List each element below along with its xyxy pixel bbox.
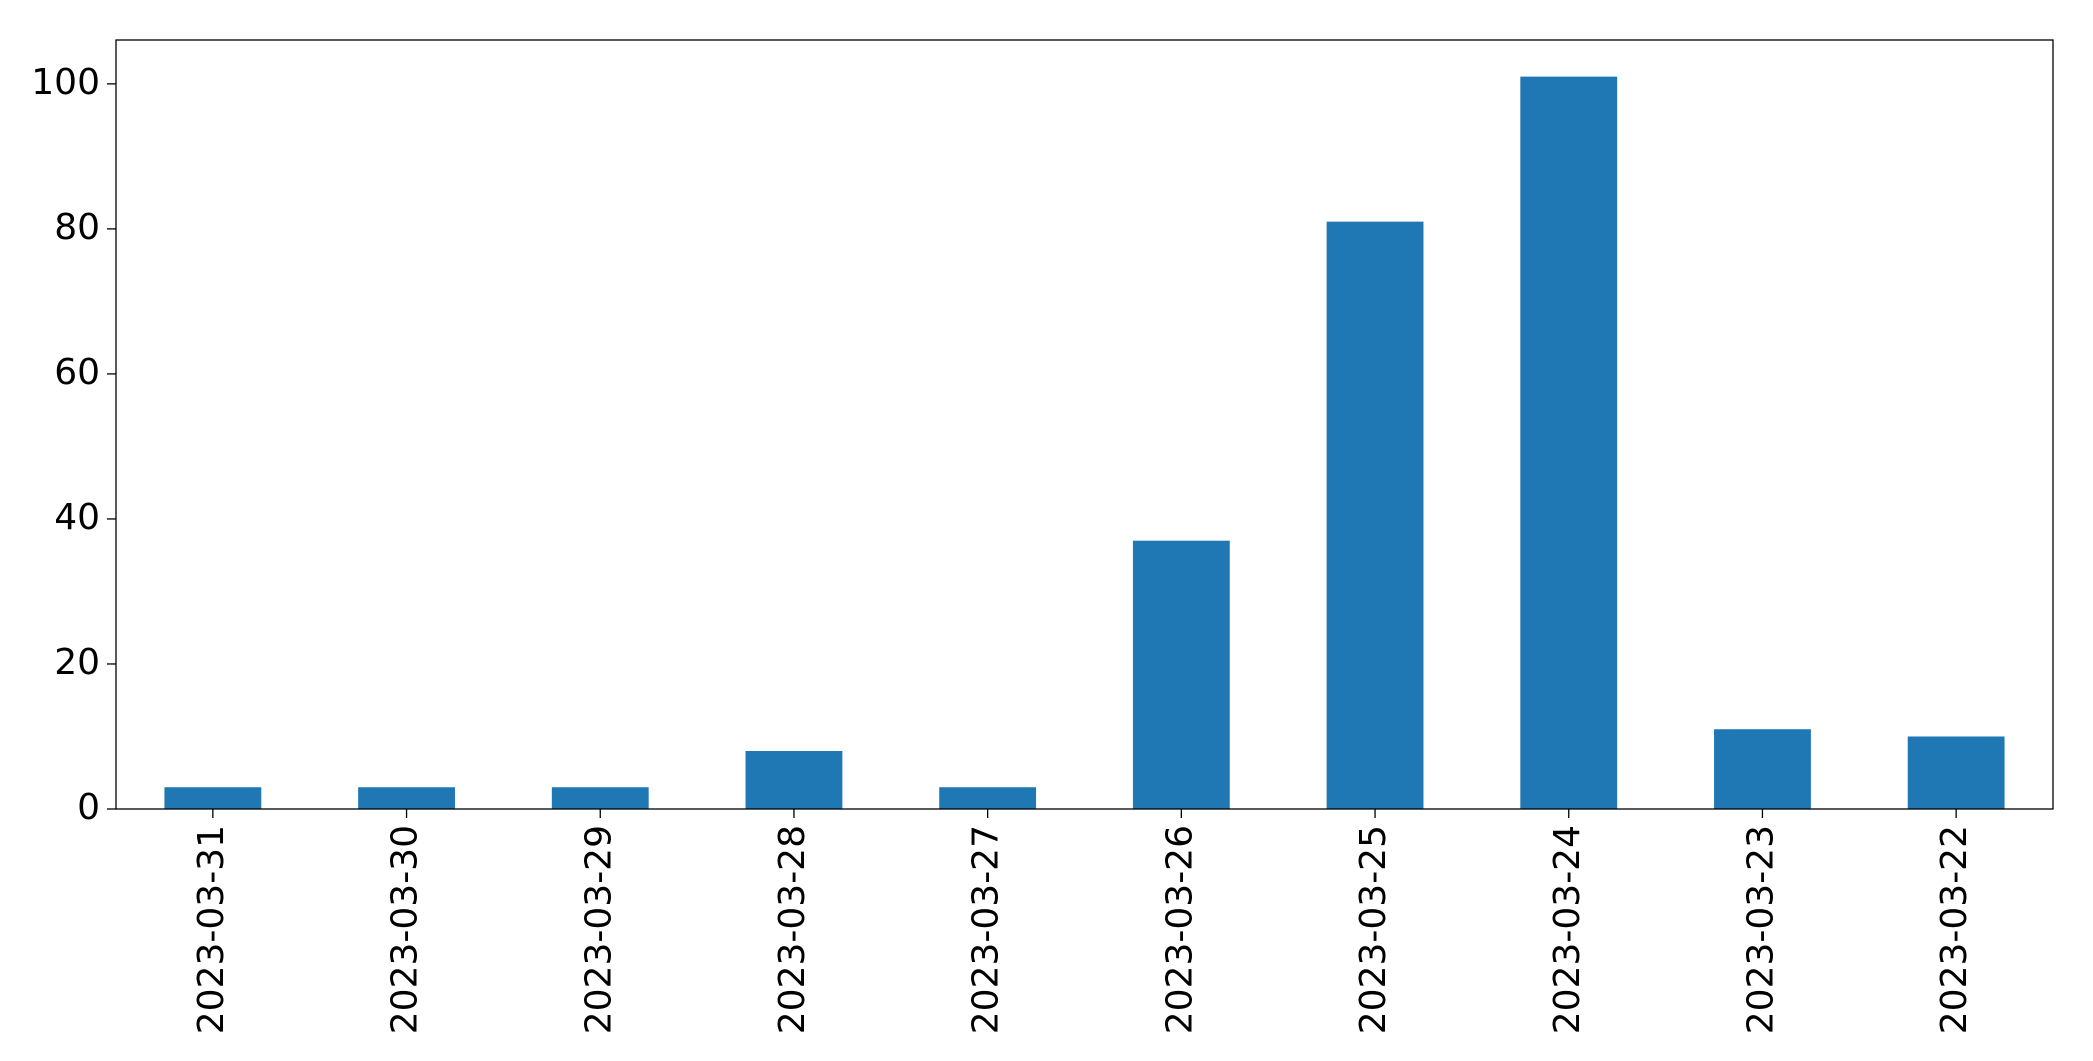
x-tick-label: 2023-03-31 <box>191 825 232 1034</box>
bar <box>164 787 262 809</box>
plot-area: 0 20 40 60 80 100 2023-03-31 2023-03-30 2023-03-… <box>31 62 2005 1034</box>
x-tick-label: 2023-03-29 <box>578 825 619 1034</box>
y-tick-label: 60 <box>54 352 100 393</box>
bar <box>1907 736 2005 809</box>
axes-frame <box>115 39 2054 810</box>
x-tick-label: 2023-03-22 <box>1934 825 1975 1034</box>
x-tick-label: 2023-03-24 <box>1547 825 1588 1034</box>
x-tick-label: 2023-03-27 <box>966 825 1007 1034</box>
y-tick-label: 0 <box>77 787 100 828</box>
bar <box>551 787 649 809</box>
bar <box>745 750 843 809</box>
bar <box>1132 540 1230 809</box>
x-tick-label: 2023-03-28 <box>772 825 813 1034</box>
y-tick-label: 20 <box>54 642 100 683</box>
y-tick-label: 80 <box>54 207 100 248</box>
x-tick-label: 2023-03-23 <box>1740 825 1781 1034</box>
x-tick-label: 2023-03-30 <box>385 825 426 1034</box>
bar <box>1326 221 1424 810</box>
bar <box>939 787 1037 809</box>
bar <box>1714 729 1811 809</box>
y-tick-label: 100 <box>31 62 100 103</box>
x-tick-label: 2023-03-26 <box>1159 825 1200 1034</box>
y-tick-label: 40 <box>54 497 100 538</box>
bar <box>1520 76 1618 810</box>
x-tick-label: 2023-03-25 <box>1353 825 1394 1034</box>
bar <box>358 787 455 809</box>
